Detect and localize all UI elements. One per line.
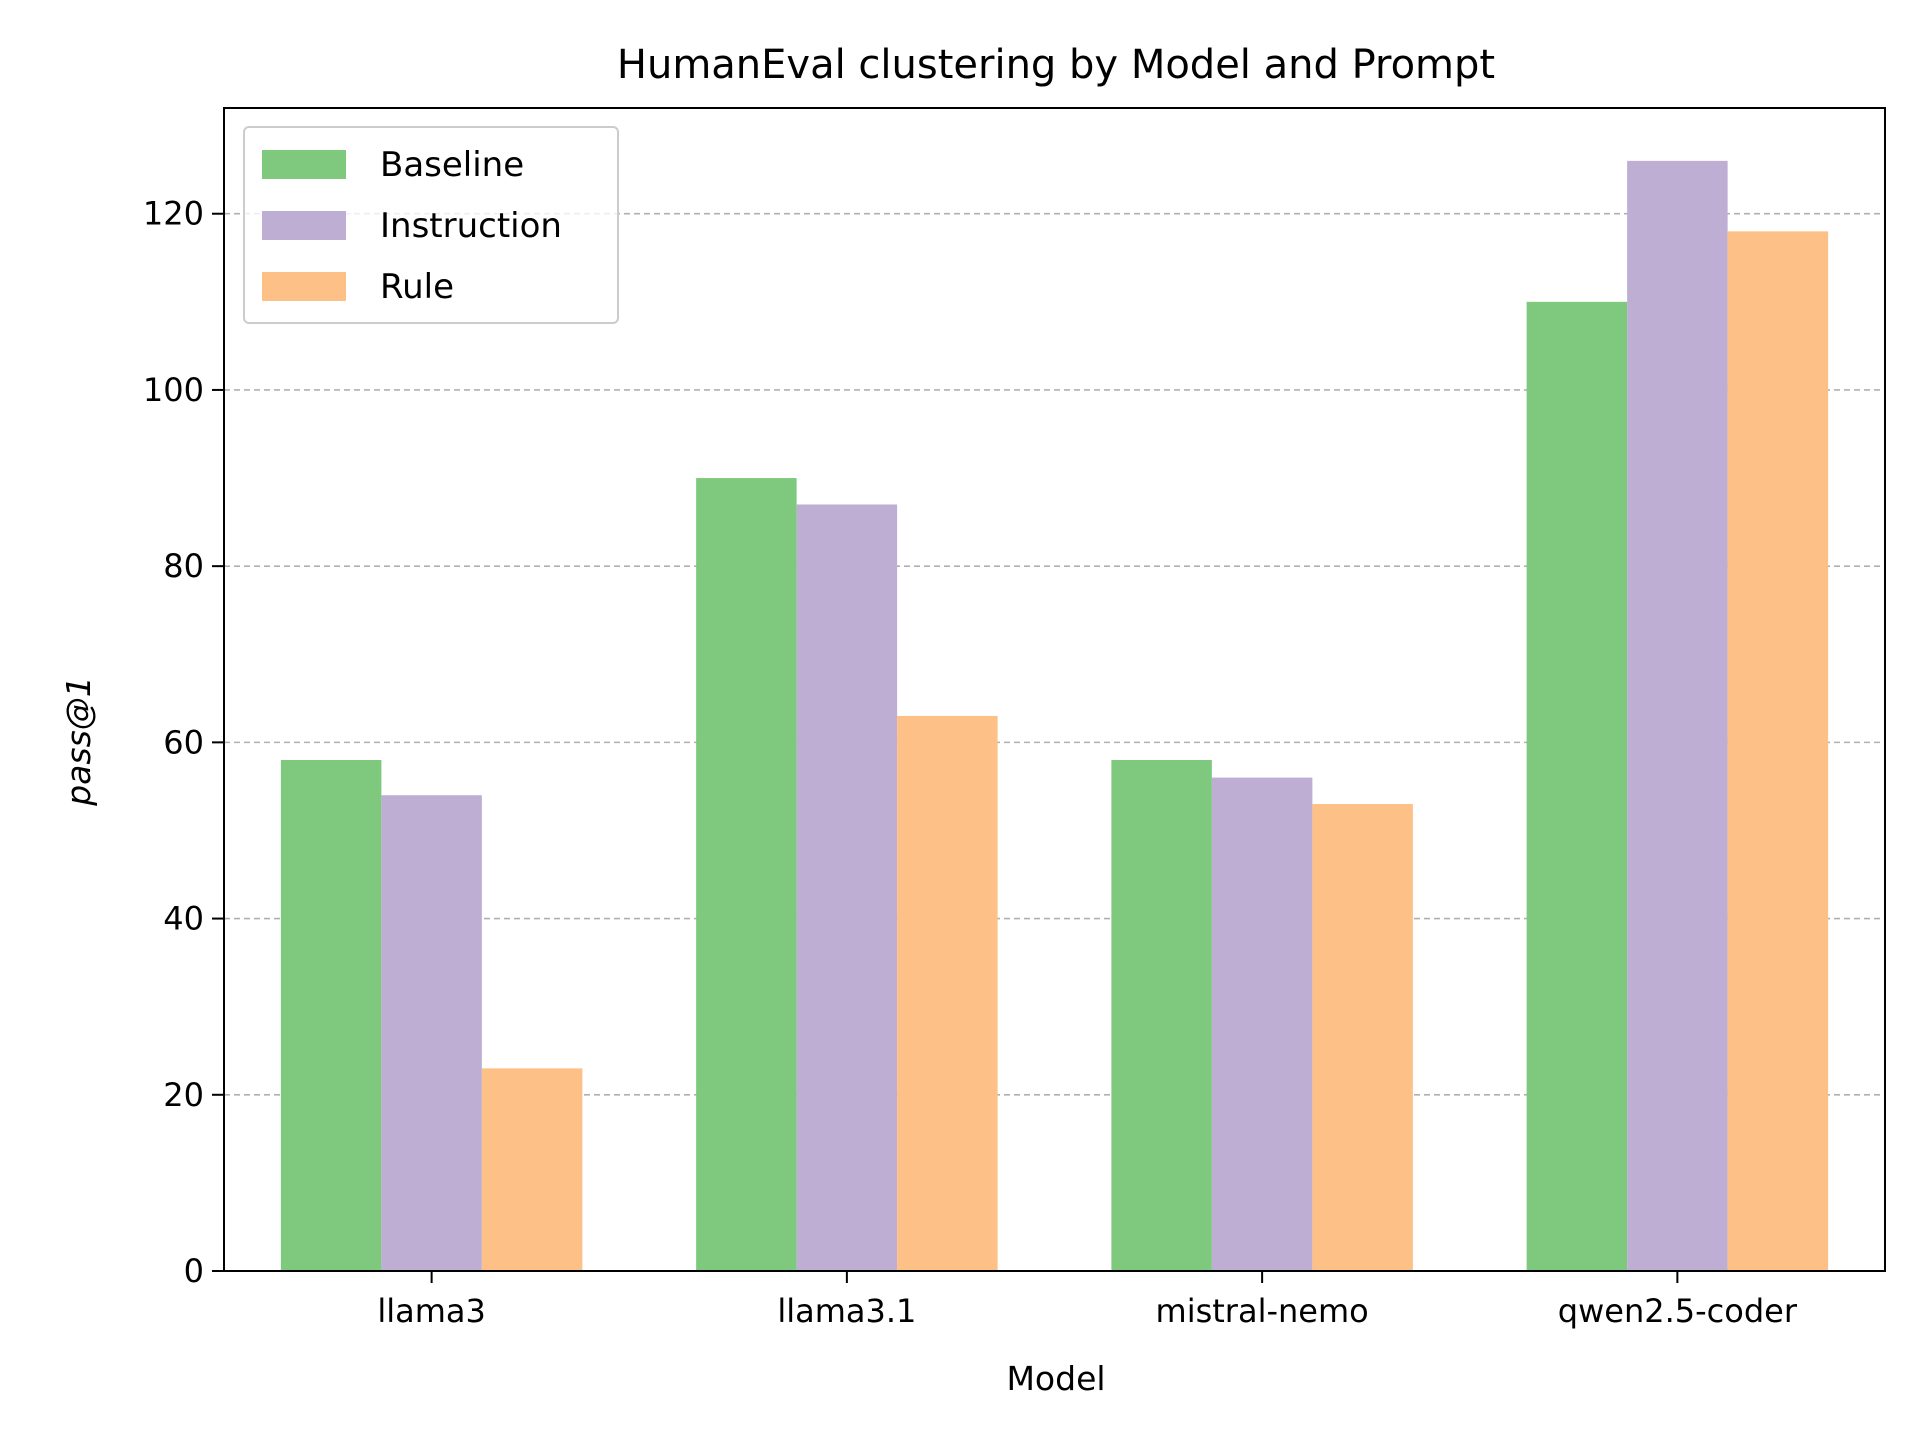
bar-baseline-llama3.1 — [696, 478, 797, 1272]
bar-rule-qwen2.5-coder — [1727, 231, 1829, 1271]
bar-instruction-mistral-nemo — [1211, 777, 1313, 1271]
legend-swatch-rule — [262, 272, 346, 301]
bar-baseline-mistral-nemo — [1111, 759, 1212, 1271]
x-axis: llama3 llama3.1 mistral-nemo qwen2.5-coder — [377, 1271, 1798, 1330]
legend-swatch-instruction — [262, 211, 346, 240]
x-tick-label: qwen2.5-coder — [1558, 1292, 1798, 1330]
x-tick-label: llama3.1 — [777, 1292, 916, 1330]
plot-frame — [223, 107, 1886, 1272]
x-tick-label: llama3 — [377, 1292, 486, 1330]
y-axis-label: pass@1 — [59, 676, 98, 807]
legend-label-baseline: Baseline — [380, 145, 524, 185]
y-axis: 0 20 40 60 80 100 120 — [143, 195, 224, 1290]
y-tick-label: 120 — [143, 195, 204, 233]
x-axis-label: Model — [1006, 1359, 1105, 1398]
bar-rule-llama3 — [481, 1068, 583, 1271]
bar-instruction-llama3.1 — [796, 504, 898, 1271]
legend: Baseline Instruction Rule — [243, 126, 619, 324]
y-tick-label: 0 — [184, 1252, 204, 1290]
x-tick-label: mistral-nemo — [1156, 1292, 1369, 1330]
bar-baseline-llama3 — [280, 759, 382, 1271]
y-tick-label: 100 — [143, 371, 204, 409]
bars — [280, 160, 1829, 1272]
legend-label-instruction: Instruction — [380, 206, 562, 246]
bar-instruction-qwen2.5-coder — [1627, 160, 1728, 1271]
bar-rule-llama3.1 — [897, 715, 998, 1271]
y-tick-label: 20 — [163, 1076, 204, 1114]
y-tick-label: 60 — [163, 723, 204, 761]
bar-rule-mistral-nemo — [1312, 804, 1413, 1271]
bar-baseline-qwen2.5-coder — [1526, 301, 1628, 1271]
legend-swatch-baseline — [262, 150, 346, 179]
legend-label-rule: Rule — [380, 267, 454, 307]
bar-instruction-llama3 — [381, 795, 482, 1271]
chart-title: HumanEval clustering by Model and Prompt — [617, 42, 1495, 88]
y-tick-label: 40 — [163, 900, 204, 938]
y-tick-label: 80 — [163, 547, 204, 585]
